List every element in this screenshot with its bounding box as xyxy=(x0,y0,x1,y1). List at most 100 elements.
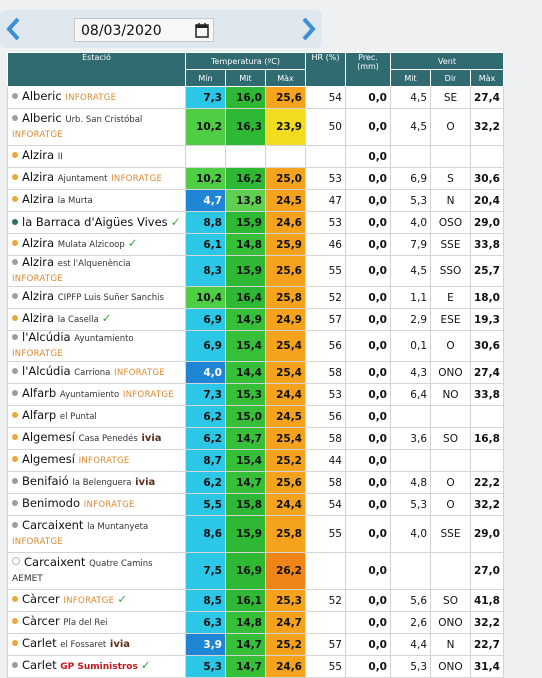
temp-mit xyxy=(225,145,266,168)
dir-cell: NO xyxy=(430,383,471,406)
wind-cell: 4,0 xyxy=(390,211,431,234)
status-dot xyxy=(12,478,18,484)
station-name: Alberic xyxy=(22,111,62,125)
header-station: Estació xyxy=(7,52,186,87)
station-name: Algemesí xyxy=(22,430,75,444)
station-row: Alberic INFORATGE 7,3 16,0 25,6 54 0,0 4,5 SE 27… xyxy=(7,86,504,109)
calendar-icon[interactable] xyxy=(195,22,209,38)
gust-cell: 32,2 xyxy=(470,493,504,516)
temp-mit: 14,8 xyxy=(225,611,266,634)
prev-day[interactable] xyxy=(4,16,22,42)
station-row: Carlet el Fossaret ivia 3,9 14,7 25,2 57 0,0 4… xyxy=(7,633,504,656)
temp-min: 6,9 xyxy=(185,308,226,331)
temp-max: 24,5 xyxy=(265,405,306,428)
temp-min: 4,7 xyxy=(185,189,226,212)
station-cell: Alzira Ajuntament INFORATGE xyxy=(7,167,186,190)
dir-cell: ESE xyxy=(430,308,471,331)
station-name: Alzira xyxy=(22,170,55,184)
gust-cell: 25,7 xyxy=(470,255,504,287)
gust-cell: 33,8 xyxy=(470,233,504,256)
temp-max: 25,0 xyxy=(265,167,306,190)
station-row: Alfarb Ayuntamiento INFORATGE 7,3 15,3 24,4… xyxy=(7,383,504,406)
temp-mit: 16,9 xyxy=(225,552,266,590)
prec-cell: 0,0 xyxy=(345,427,391,450)
station-name: Alberic xyxy=(22,89,62,103)
station-name: Càrcer xyxy=(22,592,60,606)
station-cell: Alfarp el Puntal xyxy=(7,405,186,428)
wind-cell: 4,8 xyxy=(390,471,431,494)
station-row: la Barraca d'Aigües Vives ✓ 8,8 15,9 24,6 53 0… xyxy=(7,211,504,234)
station-cell: Alzira II xyxy=(7,145,186,168)
gust-cell: 22,7 xyxy=(470,633,504,656)
status-dot xyxy=(12,196,18,202)
gust-cell: 33,8 xyxy=(470,383,504,406)
station-detail: est l'Alquenència xyxy=(57,259,131,269)
station-source: INFORATGE xyxy=(12,537,64,547)
station-source: GP Suministros xyxy=(60,662,138,672)
temp-min: 5,3 xyxy=(185,655,226,678)
prec-cell: 0,0 xyxy=(345,286,391,309)
dir-cell: SSO xyxy=(430,255,471,287)
station-cell: Algemesí INFORATGE xyxy=(7,449,186,472)
dir-cell: O xyxy=(430,108,471,146)
temp-mit: 14,7 xyxy=(225,633,266,656)
temp-min: 10,2 xyxy=(185,108,226,146)
station-detail: Quatre Camins xyxy=(89,559,153,569)
wind-cell: 4,3 xyxy=(390,361,431,384)
station-row: Algemesí INFORATGE 8,7 15,4 25,2 44 0,0 xyxy=(7,449,504,472)
station-name: Alzira xyxy=(22,236,55,250)
temp-max: 25,6 xyxy=(265,471,306,494)
station-cell: Càrcer Pla del Rei xyxy=(7,611,186,634)
wind-cell: 5,3 xyxy=(390,655,431,678)
hr-cell: 57 xyxy=(305,308,346,331)
station-row: Alzira est l'Alquenència INFORATGE 8,3 15,… xyxy=(7,255,504,287)
temp-mit: 13,8 xyxy=(225,189,266,212)
temp-mit: 16,0 xyxy=(225,86,266,109)
temp-mit: 15,3 xyxy=(225,383,266,406)
prec-cell: 0,0 xyxy=(345,633,391,656)
station-row: Càrcer INFORATGE ✓ 8,5 16,1 25,3 52 0,0 5,6 SO 41… xyxy=(7,589,504,612)
prec-cell: 0,0 xyxy=(345,145,391,168)
next-day[interactable] xyxy=(300,16,318,42)
gust-cell: 30,6 xyxy=(470,330,504,362)
dir-cell: SO xyxy=(430,589,471,612)
gust-cell: 22,2 xyxy=(470,471,504,494)
station-source: ivia xyxy=(135,477,156,488)
gust-cell: 32,2 xyxy=(470,611,504,634)
wind-cell: 7,9 xyxy=(390,233,431,256)
station-detail: la Belenguera xyxy=(72,478,132,488)
station-name: Càrcer xyxy=(22,614,60,628)
gust-cell: 19,3 xyxy=(470,308,504,331)
date: 08/03/2020 xyxy=(81,23,162,39)
hr-cell: 44 xyxy=(305,449,346,472)
temp-min: 5,5 xyxy=(185,493,226,516)
prec-cell: 0,0 xyxy=(345,655,391,678)
temp-min: 10,4 xyxy=(185,286,226,309)
temp-mit: 16,3 xyxy=(225,108,266,146)
hr-cell: 46 xyxy=(305,233,346,256)
hr-cell: 58 xyxy=(305,427,346,450)
wind-cell: 6,9 xyxy=(390,167,431,190)
station-source: INFORATGE xyxy=(111,174,163,184)
dir-cell: SO xyxy=(430,427,471,450)
station-detail: Casa Penedés xyxy=(78,434,138,444)
station-detail: Ayuntamiento xyxy=(74,334,134,344)
station-row: Alzira II 0,0 xyxy=(7,145,504,168)
wind-cell: 1,1 xyxy=(390,286,431,309)
hr-cell: 52 xyxy=(305,589,346,612)
station-source: INFORATGE xyxy=(78,456,130,466)
dir-cell: OSO xyxy=(430,211,471,234)
station-row: l'Alcúdia Carriona INFORATGE 4,0 14,4 25,4 5… xyxy=(7,361,504,384)
prec-cell: 0,0 xyxy=(345,330,391,362)
status-dot xyxy=(12,557,20,565)
date-input[interactable]: 08/03/2020 xyxy=(74,18,214,42)
temp-max: 24,4 xyxy=(265,383,306,406)
station-row: Alzira Ajuntament INFORATGE 10,2 16,2 25,0 5… xyxy=(7,167,504,190)
station-row: Alfarp el Puntal 6,2 15,0 24,5 56 0,0 xyxy=(7,405,504,428)
hr-cell xyxy=(305,145,346,168)
date-bar: 08/03/2020 xyxy=(0,10,322,48)
temp-max: 25,6 xyxy=(265,86,306,109)
temp-mit: 15,4 xyxy=(225,449,266,472)
temp-max: 25,2 xyxy=(265,449,306,472)
wind-cell: 6,4 xyxy=(390,383,431,406)
